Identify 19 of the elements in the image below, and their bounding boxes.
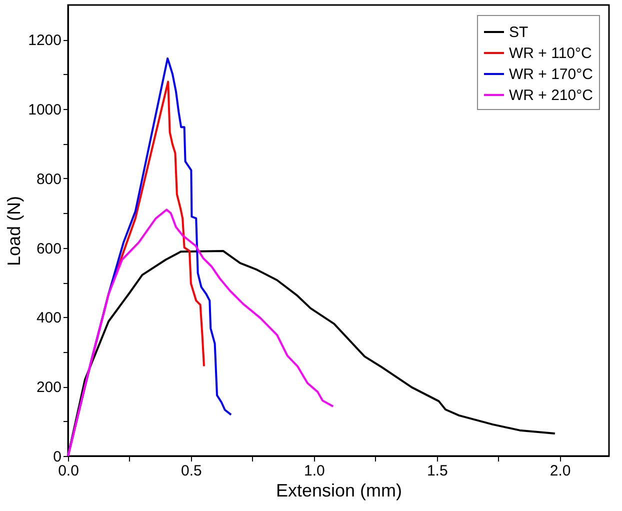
y-tick-label: 200: [36, 379, 62, 396]
legend-label: WR + 170°C: [509, 66, 594, 83]
y-tick-label: 1200: [28, 32, 62, 50]
x-tick-label: 2.0: [550, 462, 571, 480]
y-tick-label: 0: [53, 448, 62, 466]
legend-label: WR + 210°C: [509, 87, 594, 104]
line-series: [67, 208, 334, 457]
x-axis-title: Extension (mm): [276, 480, 402, 500]
y-tick-label: 400: [36, 310, 62, 327]
y-axis-title: Load (N): [4, 196, 24, 266]
y-tick-label: 800: [36, 170, 62, 188]
x-tick-label: 0.5: [181, 462, 202, 480]
x-tick-label: 1.5: [426, 462, 448, 480]
y-tick-label: 1000: [28, 102, 62, 119]
y-tick-label: 600: [36, 240, 62, 258]
legend-label: WR + 110°C: [509, 45, 592, 62]
x-tick-label: 1.0: [304, 462, 325, 480]
x-tick-label: 0.0: [58, 462, 79, 480]
legend-label: ST: [509, 24, 528, 41]
